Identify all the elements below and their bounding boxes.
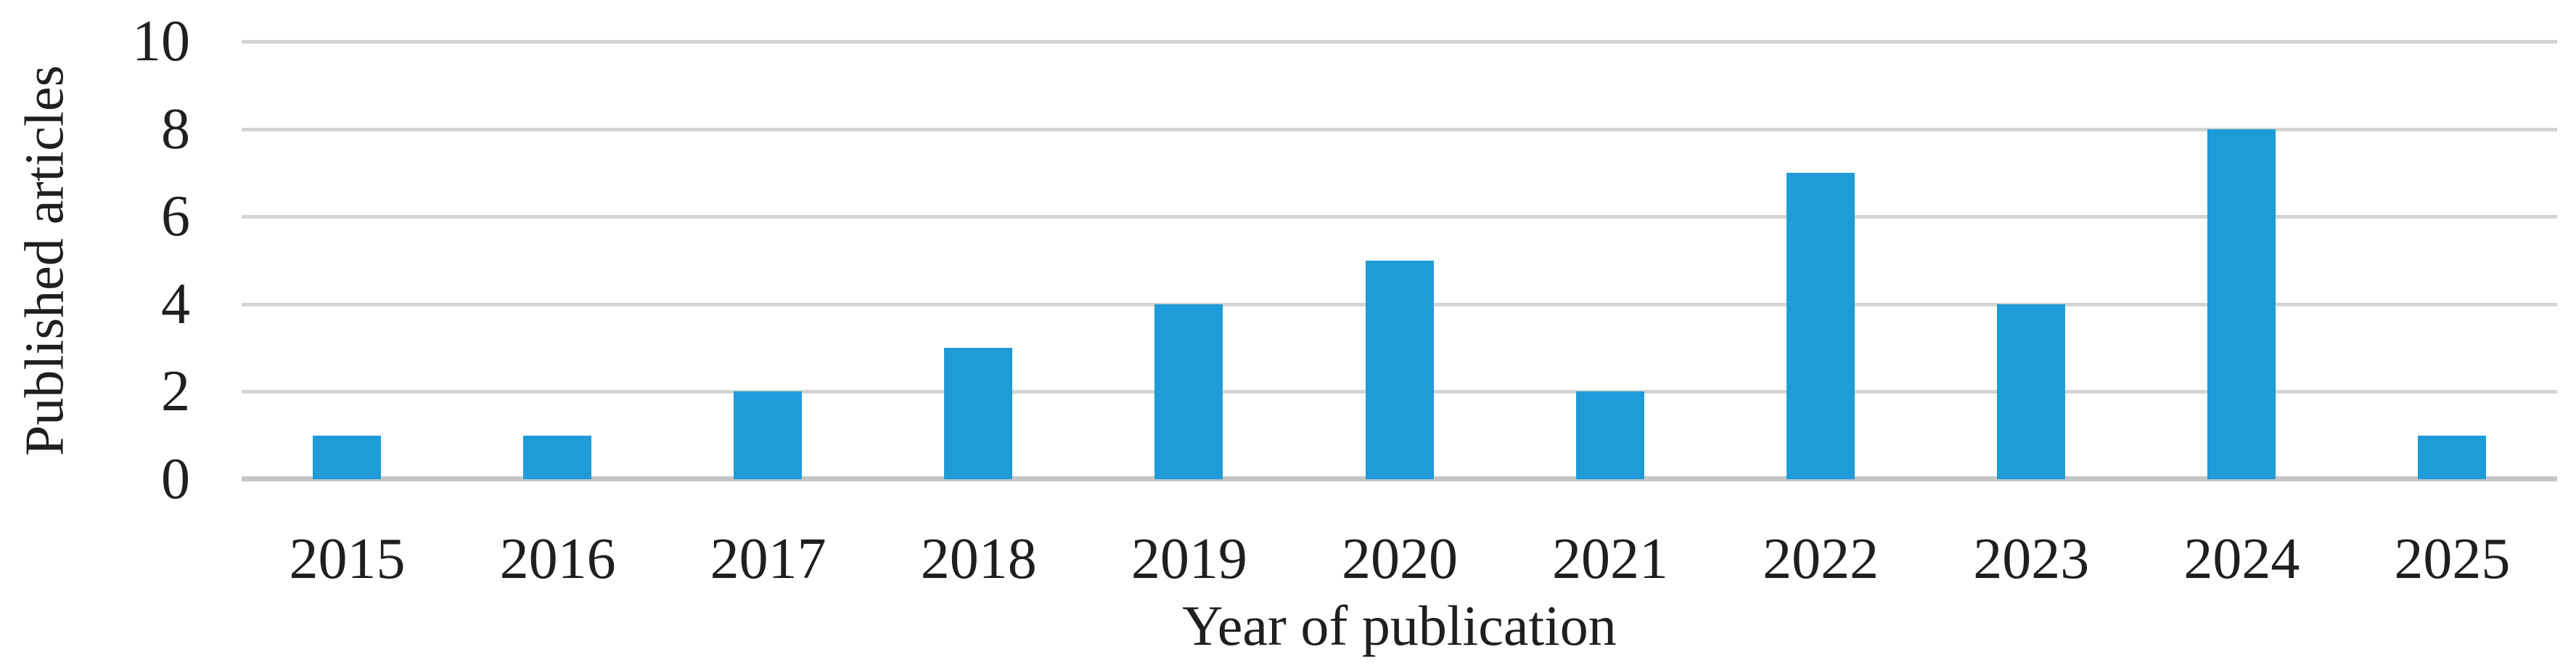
y-tick-label-2: 2	[161, 359, 190, 424]
bar-2020	[1365, 260, 1434, 479]
bar-2015	[313, 435, 382, 479]
gridline-y-10	[242, 40, 2557, 44]
bar-2025	[2417, 435, 2486, 479]
gridline-y-6	[242, 215, 2557, 219]
bar-2024	[2207, 129, 2276, 479]
bar-2017	[734, 391, 803, 479]
x-tick-label-2022: 2022	[1763, 527, 1879, 591]
y-tick-label-0: 0	[161, 447, 190, 511]
x-tick-label-2020: 2020	[1341, 527, 1458, 591]
x-tick-label-2023: 2023	[1973, 527, 2090, 591]
bar-2021	[1575, 391, 1644, 479]
bar-2022	[1786, 172, 1855, 479]
x-tick-label-2016: 2016	[499, 527, 616, 591]
x-tick-label-2015: 2015	[289, 527, 406, 591]
x-axis-title: Year of publication	[1182, 594, 1617, 657]
bar-2023	[1996, 304, 2065, 479]
x-tick-label-2018: 2018	[920, 527, 1037, 591]
x-tick-label-2017: 2017	[710, 527, 826, 591]
y-tick-label-10: 10	[132, 9, 190, 73]
x-tick-label-2021: 2021	[1552, 527, 1669, 591]
y-tick-label-8: 8	[161, 97, 190, 161]
bar-2016	[523, 435, 592, 479]
gridline-y-8	[242, 127, 2557, 131]
y-tick-label-4: 4	[161, 272, 190, 336]
bar-2018	[944, 348, 1013, 479]
y-tick-label-6: 6	[161, 184, 190, 249]
x-tick-label-2024: 2024	[2183, 527, 2300, 591]
x-tick-label-2019: 2019	[1131, 527, 1247, 591]
bar-2019	[1154, 304, 1223, 479]
x-tick-label-2025: 2025	[2394, 527, 2511, 591]
plot-area	[242, 40, 2557, 481]
